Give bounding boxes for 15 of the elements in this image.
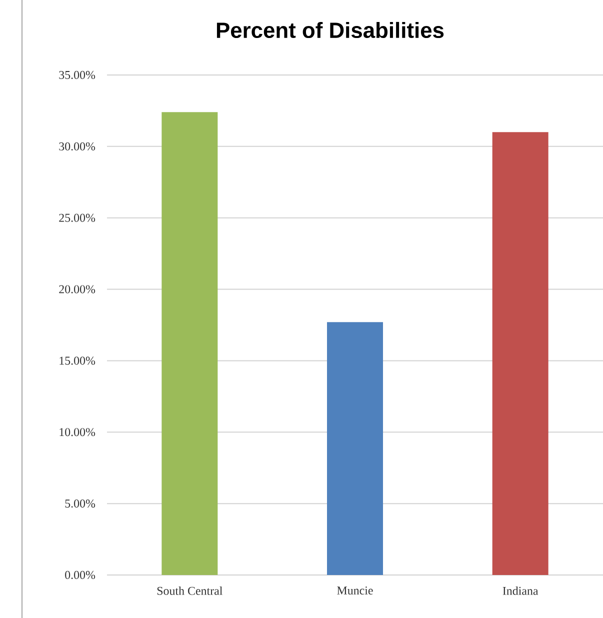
y-tick-label: 25.00% [59, 214, 96, 222]
y-tick-label: 35.00% [59, 70, 96, 80]
y-tick-label: 10.00% [60, 428, 96, 436]
y-tick-label: 20.00% [59, 285, 96, 294]
y-tick-label: 30.00% [59, 142, 96, 150]
chart-title: Percent of Disabilities [216, 22, 444, 38]
bar [162, 112, 218, 575]
bar [492, 132, 548, 575]
x-tick-label: Indiana [502, 586, 538, 595]
bar [327, 322, 383, 575]
y-tick-label: 0.00% [65, 570, 96, 580]
x-tick-label: Muncie [337, 586, 373, 595]
x-tick-label: South Central [157, 586, 222, 595]
y-tick-label: 15.00% [60, 356, 96, 365]
y-tick-label: 5.00% [65, 500, 96, 508]
